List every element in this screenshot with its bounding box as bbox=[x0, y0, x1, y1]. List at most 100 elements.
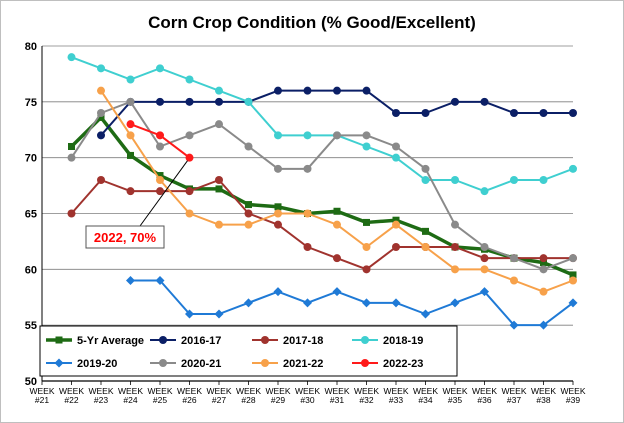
y-tick-label: 80 bbox=[25, 41, 37, 53]
legend: 5-Yr Average 2016-17 2017-18 2018-19 2019-20… bbox=[39, 325, 458, 377]
x-tick-label: WEEK #37 bbox=[501, 386, 526, 405]
data-point bbox=[244, 298, 253, 308]
x-tick-label: WEEK #30 bbox=[295, 386, 320, 405]
data-point bbox=[303, 298, 312, 308]
data-point bbox=[185, 209, 194, 218]
series-line bbox=[100, 89, 573, 136]
annotation-box bbox=[85, 225, 165, 249]
data-point bbox=[215, 97, 223, 106]
data-point bbox=[97, 86, 105, 95]
y-tick-label: 75 bbox=[25, 97, 37, 109]
x-tick-label-line: #36 bbox=[477, 395, 491, 405]
data-point bbox=[421, 164, 430, 173]
series-2021-22 bbox=[97, 86, 577, 296]
data-point bbox=[480, 265, 489, 274]
data-point bbox=[421, 109, 430, 117]
annotation-label: 2022, 70% bbox=[94, 230, 157, 245]
y-tick-label: 60 bbox=[25, 264, 37, 276]
legend-entry-label: 2016-17 bbox=[181, 335, 221, 347]
series-2019-20 bbox=[126, 276, 578, 330]
data-point bbox=[97, 109, 105, 117]
x-tick-label: WEEK #33 bbox=[383, 386, 408, 405]
x-tick-label-line: #37 bbox=[507, 395, 521, 405]
data-point bbox=[509, 320, 519, 330]
data-point bbox=[539, 109, 548, 117]
x-tick-label-line: #27 bbox=[212, 395, 226, 405]
data-point bbox=[569, 271, 577, 279]
y-tick-label: 55 bbox=[25, 320, 37, 332]
x-tick-label: WEEK #38 bbox=[531, 386, 556, 405]
data-point bbox=[274, 203, 282, 211]
x-tick-label: WEEK #35 bbox=[442, 386, 467, 405]
data-point bbox=[421, 309, 430, 319]
x-tick-label: WEEK #21 bbox=[29, 386, 54, 405]
x-tick-label: WEEK #25 bbox=[147, 386, 172, 405]
data-point bbox=[391, 298, 401, 308]
x-tick-label-line: #23 bbox=[94, 395, 108, 405]
x-tick-label: WEEK #32 bbox=[354, 386, 379, 405]
data-point bbox=[392, 220, 400, 229]
data-point bbox=[245, 201, 252, 209]
data-point bbox=[392, 216, 400, 224]
x-tick-label-line: #30 bbox=[300, 395, 314, 405]
x-tick-label-line: WEEK bbox=[177, 386, 202, 396]
data-point bbox=[185, 131, 194, 140]
data-point bbox=[261, 359, 269, 367]
series-line bbox=[130, 123, 191, 159]
data-point bbox=[362, 243, 371, 251]
data-point bbox=[392, 109, 400, 117]
chart-title: Corn Crop Condition (% Good/Excellent) bbox=[148, 13, 476, 32]
data-point bbox=[480, 254, 489, 263]
x-tick-label-line: #32 bbox=[359, 395, 373, 405]
data-point bbox=[569, 276, 577, 285]
x-tick-label-line: #25 bbox=[153, 395, 167, 405]
data-point bbox=[303, 243, 312, 251]
x-tick-label-line: #39 bbox=[566, 395, 580, 405]
x-tick-label-line: WEEK bbox=[59, 386, 84, 396]
data-point bbox=[244, 97, 253, 106]
x-tick-label-line: #28 bbox=[241, 395, 255, 405]
x-tick-label: WEEK #24 bbox=[118, 386, 143, 405]
series-2018-19 bbox=[67, 53, 577, 196]
data-point bbox=[215, 86, 223, 95]
legend-entry-label: 2018-19 bbox=[383, 335, 423, 347]
data-point bbox=[510, 254, 518, 263]
x-tick-label-line: WEEK bbox=[88, 386, 113, 396]
data-point bbox=[303, 164, 312, 173]
data-point bbox=[480, 187, 489, 196]
x-tick-label-line: WEEK bbox=[442, 386, 467, 396]
data-point bbox=[451, 176, 459, 184]
data-point bbox=[480, 97, 489, 106]
data-point bbox=[539, 254, 548, 263]
legend-box bbox=[39, 325, 458, 377]
data-point bbox=[261, 336, 269, 344]
data-point bbox=[97, 131, 105, 140]
series-line bbox=[71, 56, 574, 193]
data-point bbox=[362, 131, 371, 140]
x-tick-label-line: #29 bbox=[271, 395, 285, 405]
legend-entry-label: 2017-18 bbox=[283, 335, 323, 347]
data-point bbox=[274, 131, 282, 140]
data-point bbox=[274, 220, 282, 229]
data-point bbox=[126, 187, 135, 196]
data-point bbox=[362, 265, 371, 274]
data-point bbox=[185, 75, 194, 84]
data-point bbox=[126, 120, 135, 129]
series-line bbox=[130, 279, 574, 327]
x-tick-label: WEEK #39 bbox=[560, 386, 585, 405]
data-point bbox=[539, 265, 548, 274]
data-point bbox=[540, 259, 547, 267]
data-point bbox=[392, 243, 400, 251]
data-point bbox=[569, 164, 577, 173]
x-tick-label-line: WEEK bbox=[531, 386, 556, 396]
data-point bbox=[274, 209, 282, 218]
x-tick-label-line: WEEK bbox=[324, 386, 349, 396]
x-tick-label-line: WEEK bbox=[383, 386, 408, 396]
x-tick-label-line: WEEK bbox=[560, 386, 585, 396]
data-point bbox=[97, 64, 105, 73]
x-tick-label-line: WEEK bbox=[147, 386, 172, 396]
x-tick-label: WEEK #29 bbox=[265, 386, 290, 405]
data-point bbox=[451, 243, 459, 251]
x-tick-label-line: WEEK bbox=[265, 386, 290, 396]
x-tick-label: WEEK #31 bbox=[324, 386, 349, 405]
